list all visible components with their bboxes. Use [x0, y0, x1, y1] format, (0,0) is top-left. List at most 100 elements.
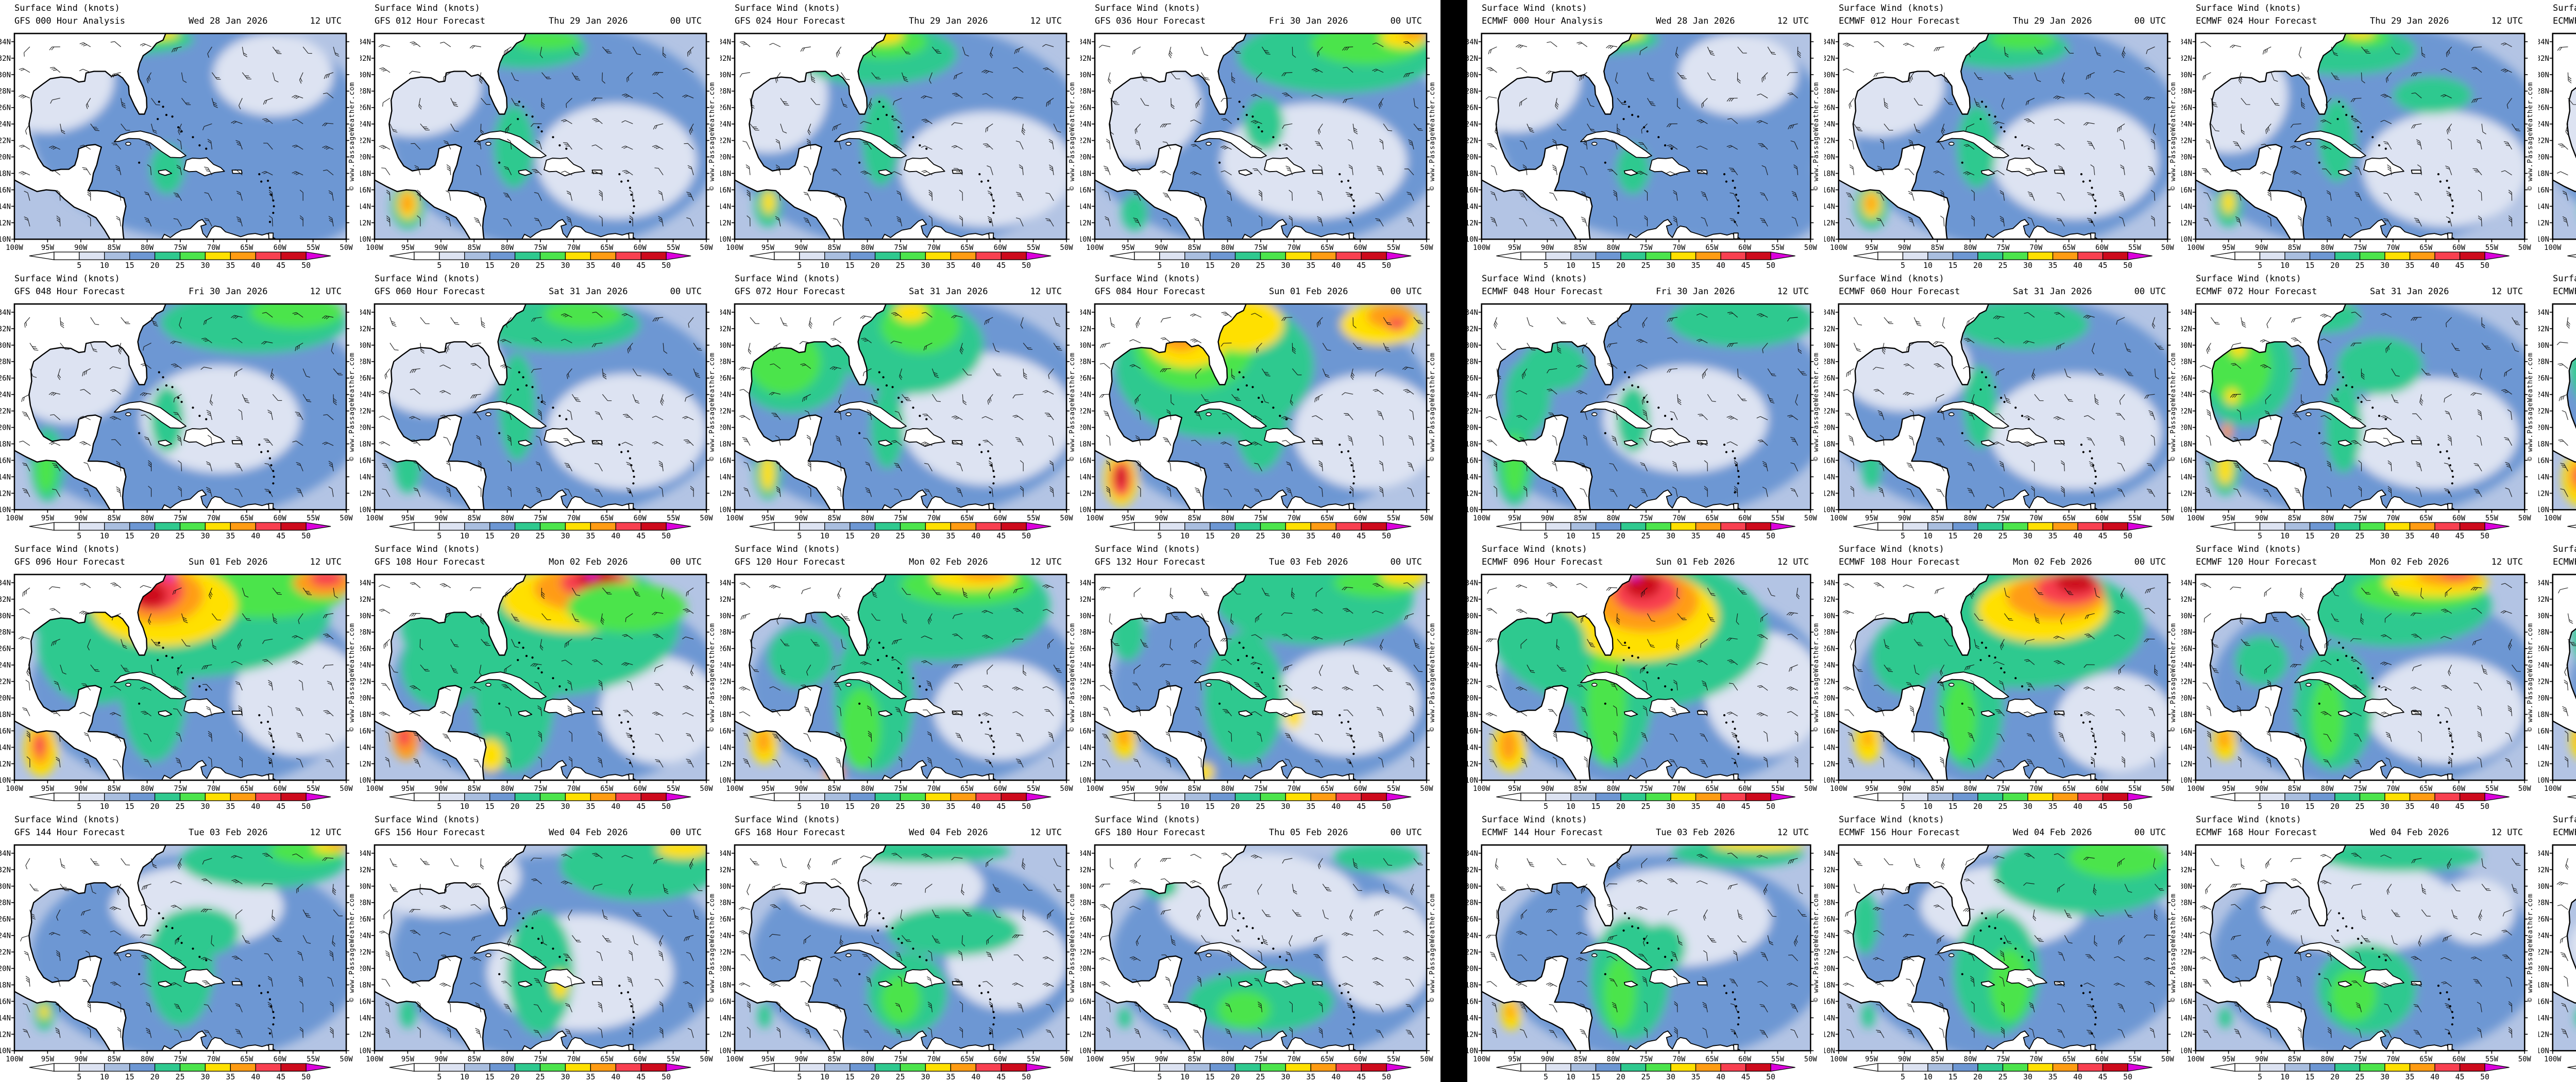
lat-label: 16N — [2538, 457, 2549, 465]
map-axes: 34N 32N 30N 28N 26N 24N 22N 20N 18N 16N 14N 12N 10N1… — [2181, 579, 2531, 793]
forecast-tile[interactable]: Surface Wind (knots) GFS 144 Hour Forecas… — [0, 812, 360, 1082]
lat-label: 28N — [720, 358, 731, 366]
colorbar-under-arrow — [29, 522, 55, 531]
lat-label: 14N — [0, 1014, 11, 1022]
lat-label: 26N — [1824, 645, 1835, 653]
forecast-tile[interactable]: Surface Wind (knots) GFS 000 Hour Analysi… — [0, 0, 360, 270]
wind-barbs — [1099, 853, 1423, 1038]
map-frame — [13, 844, 347, 1052]
lon-label: 60W — [1354, 244, 1367, 252]
lon-label: 60W — [994, 514, 1007, 522]
forecast-tile[interactable]: Surface Wind (knots) GFS 180 Hour Forecas… — [1080, 812, 1440, 1082]
forecast-tile[interactable]: Surface Wind (knots) ECMWF 144 Hour Forec… — [1467, 812, 1824, 1082]
lat-label: 14N — [2181, 743, 2192, 752]
forecast-tile[interactable]: Surface Wind (knots) GFS 060 Hour Forecas… — [360, 270, 720, 541]
forecast-tile[interactable]: Surface Wind (knots) ECMWF 120 Hour Forec… — [2181, 541, 2538, 812]
forecast-tile[interactable]: Surface Wind (knots) ECMWF 072 Hour Forec… — [2181, 270, 2538, 541]
copyright-watermark: © www.PassageWeather.com — [348, 82, 356, 191]
colorbar-under-arrow — [2567, 795, 2576, 799]
lon-label: 55W — [1771, 785, 1785, 793]
lon-label: 50W — [700, 1055, 713, 1063]
lon-label: 90W — [434, 1055, 448, 1063]
lon-label: 50W — [1420, 785, 1433, 793]
colorbar-tick-label: 5 — [1157, 802, 1162, 811]
forecast-tile[interactable]: Surface Wind (knots) GFS 168 Hour Forecas… — [720, 812, 1080, 1082]
tile-title: Surface Wind (knots) — [14, 274, 120, 284]
forecast-tile[interactable]: Surface Wind (knots) ECMWF 156 Hour Forec… — [1824, 812, 2181, 1082]
forecast-tile[interactable]: Surface Wind (knots) GFS 024 Hour Forecas… — [720, 0, 1080, 270]
colorbar-tick-label: 20 — [2330, 1072, 2340, 1081]
colorbar-tick-label: 35 — [2048, 1072, 2058, 1081]
forecast-tile[interactable]: Surface Wind (knots) ECMWF 108 Hour Forec… — [1824, 541, 2181, 812]
forecast-tile[interactable]: Surface Wind (knots) GFS 012 Hour Forecas… — [360, 0, 720, 270]
forecast-tile[interactable]: Surface Wind (knots) GFS 108 Hour Forecas… — [360, 541, 720, 812]
lon-label: 55W — [307, 514, 320, 522]
forecast-tile[interactable]: Surface Wind (knots) GFS 132 Hour Forecas… — [1080, 541, 1440, 812]
wind-barbs — [2199, 312, 2520, 497]
wind-map: 34N32N30N28N26N24N22N20N18N16N14N12N10N1… — [0, 32, 356, 270]
forecast-tile[interactable]: Surface Wind (knots) ECMWF 180 Hour Forec… — [2538, 812, 2576, 1082]
lat-label: 26N — [1080, 104, 1091, 112]
lon-label: 100W — [726, 244, 743, 252]
lat-label: 28N — [720, 629, 731, 637]
lat-label: 28N — [1080, 358, 1091, 366]
lon-label: 55W — [1387, 785, 1400, 793]
forecast-tile[interactable]: Surface Wind (knots) ECMWF 132 Hour Forec… — [2538, 541, 2576, 812]
lat-label: 28N — [2538, 358, 2549, 366]
colorbar-tick-label: 15 — [125, 802, 134, 811]
forecast-tile[interactable]: Surface Wind (knots) ECMWF 096 Hour Forec… — [1467, 541, 1824, 812]
lat-label: 10N — [2181, 776, 2192, 785]
forecast-tile[interactable]: Surface Wind (knots) GFS 096 Hour Forecas… — [0, 541, 360, 812]
lat-label: 12N — [2181, 489, 2192, 498]
lon-label: 70W — [207, 785, 221, 793]
forecast-tile[interactable]: Surface Wind (knots) ECMWF 024 Hour Forec… — [2181, 0, 2538, 270]
lat-label: 30N — [2181, 612, 2192, 620]
tile-date: Sat 31 Jan 2026 — [909, 286, 988, 297]
forecast-tile[interactable]: Surface Wind (knots) ECMWF 036 Hour Forec… — [2538, 0, 2576, 270]
forecast-tile[interactable]: Surface Wind (knots) ECMWF 048 Hour Forec… — [1467, 270, 1824, 541]
lon-label: 70W — [2029, 244, 2043, 252]
forecast-tile[interactable]: Surface Wind (knots) ECMWF 084 Hour Forec… — [2538, 270, 2576, 541]
map-axes: 34N 32N 30N 28N 26N 24N 22N 20N 18N 16N 14N 12N 10N1… — [2181, 38, 2531, 252]
colorbar-over-arrow — [666, 251, 691, 260]
lon-label: 80W — [1964, 514, 1977, 522]
lon-label: 65W — [2062, 244, 2076, 252]
lat-label: 34N — [1467, 309, 1478, 317]
lat-label: 10N — [1467, 235, 1478, 244]
lon-label: 80W — [501, 1055, 514, 1063]
lat-label: 28N — [1467, 358, 1478, 366]
lon-label: 65W — [1320, 514, 1334, 522]
forecast-tile[interactable]: Surface Wind (knots) GFS 120 Hour Forecas… — [720, 541, 1080, 812]
tile-title: Surface Wind (knots) — [2553, 815, 2576, 825]
lon-label: 70W — [567, 244, 581, 252]
lat-label: 30N — [1824, 883, 1835, 891]
lon-label: 95W — [761, 244, 775, 252]
forecast-tile[interactable]: Surface Wind (knots) ECMWF 000 Hour Analy… — [1467, 0, 1824, 270]
coastline-layer — [1838, 574, 2098, 781]
lat-label: 16N — [0, 457, 11, 465]
north-america-landmass — [1094, 303, 1247, 510]
forecast-tile[interactable]: Surface Wind (knots) GFS 072 Hour Forecas… — [720, 270, 1080, 541]
forecast-tile[interactable]: Surface Wind (knots) ECMWF 012 Hour Forec… — [1824, 0, 2181, 270]
lat-label: 12N — [2181, 1030, 2192, 1039]
forecast-tile[interactable]: Surface Wind (knots) GFS 084 Hour Forecas… — [1080, 270, 1440, 541]
lon-label: 85W — [1931, 1055, 1944, 1063]
forecast-tile[interactable]: Surface Wind (knots) GFS 036 Hour Forecas… — [1080, 0, 1440, 270]
lat-label: 20N — [360, 154, 371, 162]
colorbar-tick-label: 50 — [662, 802, 671, 811]
colorbar-tick-label: 45 — [1357, 531, 1366, 540]
colorbar-tick-label: 50 — [662, 1072, 671, 1081]
colorbar-tick-label: 45 — [276, 1072, 285, 1081]
wind-speed-colorbar: 5 10 15 20 25 30 35 40 45 50 — [2210, 1063, 2510, 1081]
forecast-tile[interactable]: Surface Wind (knots) GFS 156 Hour Forecas… — [360, 812, 720, 1082]
lat-label: 30N — [0, 71, 11, 79]
lon-label: 95W — [41, 514, 55, 522]
forecast-tile[interactable]: Surface Wind (knots) GFS 048 Hour Forecas… — [0, 270, 360, 541]
forecast-tile[interactable]: Surface Wind (knots) ECMWF 060 Hour Forec… — [1824, 270, 2181, 541]
gfs-panel: Surface Wind (knots) GFS 000 Hour Analysi… — [0, 0, 1440, 1082]
forecast-tile[interactable]: Surface Wind (knots) ECMWF 168 Hour Forec… — [2181, 812, 2538, 1082]
copyright-watermark: © www.PassageWeather.com — [2527, 893, 2534, 1002]
lat-label: 34N — [1824, 309, 1835, 317]
lat-label: 12N — [1824, 219, 1835, 227]
tile-utc: 12 UTC — [310, 16, 342, 26]
